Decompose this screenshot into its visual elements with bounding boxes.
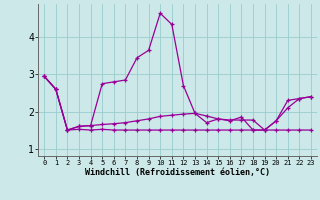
X-axis label: Windchill (Refroidissement éolien,°C): Windchill (Refroidissement éolien,°C) (85, 168, 270, 177)
